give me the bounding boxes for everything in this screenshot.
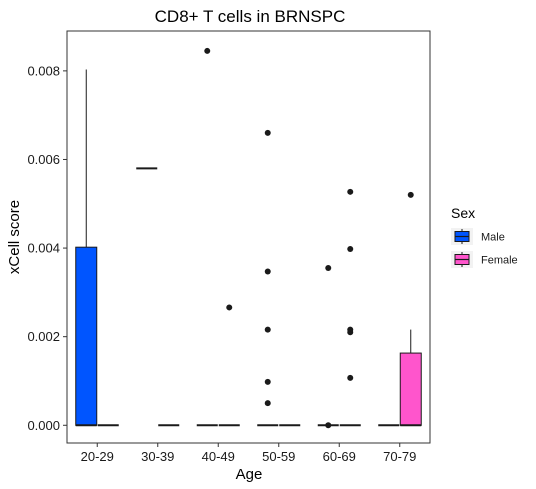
outlier-point (264, 400, 271, 407)
x-tick-label: 60-69 (323, 449, 356, 464)
box-male-20-29 (75, 69, 98, 427)
plot-panel (66, 30, 431, 444)
y-tick-label: 0.002 (27, 329, 60, 344)
x-tick-label: 30-39 (141, 449, 174, 464)
x-tick-label: 20-29 (81, 449, 114, 464)
outlier-point (347, 374, 354, 381)
outlier-point (264, 268, 271, 275)
box-female-40-49 (218, 304, 240, 427)
y-axis-label: xCell score (6, 200, 23, 274)
outlier-point (264, 129, 271, 136)
x-tick-label: 40-49 (202, 449, 235, 464)
x-tick-label: 50-59 (262, 449, 295, 464)
y-tick-label: 0.006 (27, 152, 60, 167)
box-male-60-69 (317, 265, 339, 429)
box-male-50-59 (257, 129, 279, 427)
outlier-point (407, 191, 414, 198)
outlier-point (347, 188, 354, 195)
outlier-point (325, 265, 332, 272)
x-tick-label: 70-79 (383, 449, 416, 464)
y-axis: 0.000 0.002 0.004 0.006 0.008 (27, 63, 67, 433)
outlier-point (325, 422, 332, 429)
y-tick-label: 0.004 (27, 241, 60, 256)
x-axis: 20-29 30-39 40-49 50-59 60-69 70-79 (81, 443, 416, 464)
legend-label-male: Male (481, 232, 505, 244)
y-tick-label: 0.000 (27, 418, 60, 433)
chart-title: CD8+ T cells in BRNSPC (155, 7, 346, 26)
legend-title: Sex (451, 205, 475, 221)
x-axis-label: Age (236, 466, 263, 483)
outlier-point (347, 329, 354, 336)
box-male-40-49 (196, 47, 218, 427)
outlier-point (264, 326, 271, 333)
box-female-70-79 (399, 191, 422, 427)
y-tick-label: 0.008 (27, 63, 60, 78)
box-body (399, 352, 422, 426)
box-body (75, 246, 98, 426)
outlier-point (204, 47, 211, 54)
box-female-60-69 (339, 188, 361, 427)
outlier-point (226, 304, 233, 311)
outlier-point (264, 378, 271, 385)
outlier-point (347, 245, 354, 252)
legend-label-female: Female (481, 255, 518, 267)
legend: Sex Male Female (451, 205, 518, 268)
plot-layer (75, 47, 422, 429)
